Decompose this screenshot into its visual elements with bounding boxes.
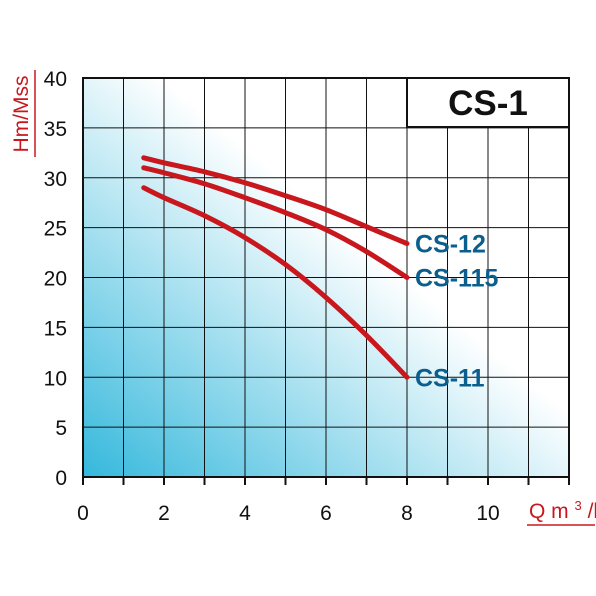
x-tick-label-8: 8 bbox=[401, 502, 413, 525]
x-tick-label-4: 4 bbox=[239, 502, 251, 525]
x-tick-label-10: 10 bbox=[476, 502, 499, 525]
y-tick-label-40: 40 bbox=[44, 68, 67, 91]
tick-labels: 0 2 4 6 8 10 0 5 10 15 20 25 30 35 40 bbox=[44, 68, 500, 525]
x-axis-title-group: Q m 3 /h bbox=[527, 492, 596, 526]
y-tick-label-35: 35 bbox=[44, 118, 67, 141]
chart-title: CS-1 bbox=[448, 84, 528, 123]
y-tick-label-15: 15 bbox=[44, 317, 67, 340]
y-tick-label-25: 25 bbox=[44, 218, 67, 241]
x-tick-label-2: 2 bbox=[158, 502, 170, 525]
x-tick-label-6: 6 bbox=[320, 502, 332, 525]
series-labels: CS-12 CS-115 CS-11 bbox=[415, 231, 498, 393]
x-axis-title: Q m 3 /h bbox=[529, 492, 596, 523]
series-label-cs-11: CS-11 bbox=[415, 364, 485, 392]
axis-ticks bbox=[82, 477, 570, 485]
x-axis-title-superscript: 3 bbox=[575, 498, 582, 513]
y-axis-title: Hm/Mss bbox=[10, 76, 33, 153]
title-box-frame bbox=[406, 77, 570, 128]
grid-lines bbox=[83, 78, 569, 477]
x-tick-label-0: 0 bbox=[77, 502, 89, 525]
x-axis-title-tail: /h bbox=[588, 500, 596, 523]
x-axis-title-main: Q m bbox=[529, 500, 569, 523]
y-tick-label-0: 0 bbox=[55, 467, 67, 490]
series-label-cs-115: CS-115 bbox=[415, 265, 498, 293]
series-curve-cs-11 bbox=[141, 185, 410, 380]
curve-layer bbox=[141, 155, 410, 380]
y-tick-label-30: 30 bbox=[44, 168, 67, 191]
y-tick-label-10: 10 bbox=[44, 367, 67, 390]
chart-title-box: CS-1 bbox=[406, 77, 570, 128]
series-curve-cs-12 bbox=[141, 155, 410, 247]
y-axis-title-group: Hm/Mss bbox=[10, 70, 36, 157]
series-label-cs-12: CS-12 bbox=[415, 231, 486, 259]
y-tick-label-20: 20 bbox=[44, 268, 67, 291]
y-tick-label-5: 5 bbox=[55, 417, 67, 440]
series-curve-cs-115 bbox=[141, 165, 410, 280]
